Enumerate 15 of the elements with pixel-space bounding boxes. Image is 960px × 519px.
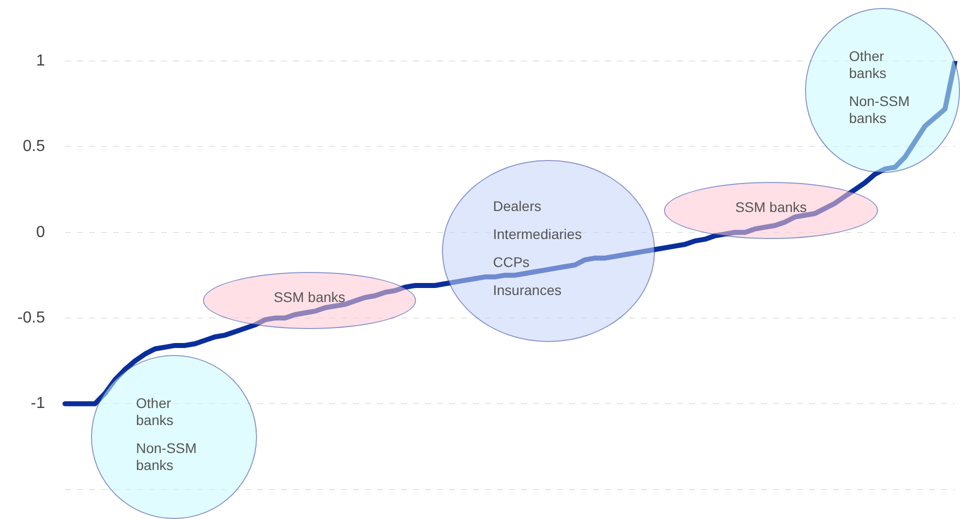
annotation: SSM banks xyxy=(272,289,346,306)
annotation: Intermediaries xyxy=(493,226,583,243)
y-tick-label: 0.5 xyxy=(22,138,46,156)
annotation: Insurances xyxy=(493,282,562,299)
annotation: Dealers xyxy=(493,198,542,215)
annotation: SSM banks xyxy=(734,199,808,216)
annotation: Non-SSM banks xyxy=(136,440,198,474)
y-tick-label: -0.5 xyxy=(17,309,46,326)
annotation: Other banks xyxy=(136,395,174,429)
y-tick-label: 0 xyxy=(36,224,46,241)
annotation: CCPs xyxy=(493,254,531,271)
y-tick-label: -1 xyxy=(30,395,46,412)
y-tick-label: 1 xyxy=(36,52,46,70)
annotation: Non-SSM banks xyxy=(849,93,911,127)
annotation: Other banks xyxy=(849,48,888,82)
